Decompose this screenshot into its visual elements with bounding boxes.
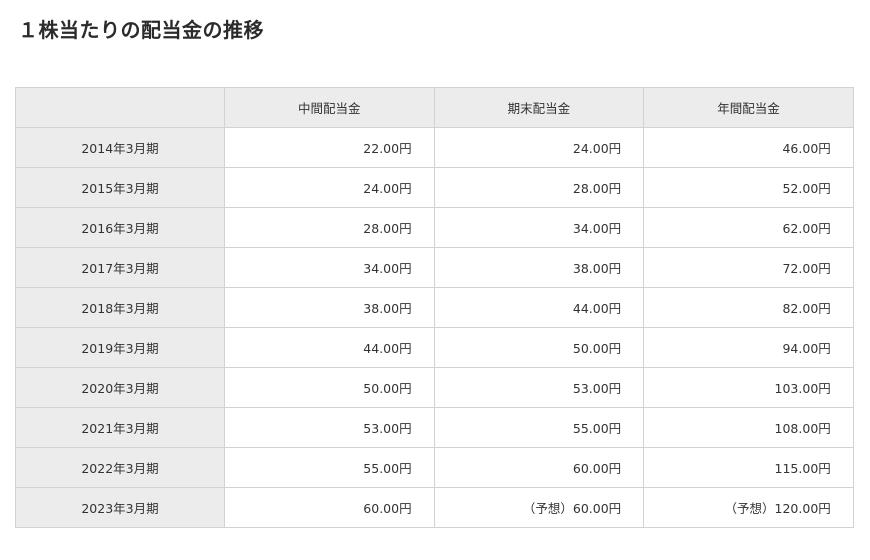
year-end-cell: 34.00円 xyxy=(433,207,645,248)
period-cell: 2019年3月期 xyxy=(15,327,225,368)
interim-cell: 24.00円 xyxy=(224,167,435,208)
period-cell: 2023年3月期 xyxy=(15,487,225,528)
year-end-cell: 50.00円 xyxy=(433,327,645,368)
period-cell: 2014年3月期 xyxy=(15,127,225,168)
table-row: 2023年3月期 60.00円 （予想）60.00円 （予想）120.00円 xyxy=(15,487,854,528)
table-row: 2018年3月期 38.00円 44.00円 82.00円 xyxy=(15,287,854,328)
year-end-cell: 44.00円 xyxy=(433,287,645,328)
annual-cell: 108.00円 xyxy=(643,407,854,448)
interim-cell: 34.00円 xyxy=(224,247,435,288)
period-cell: 2017年3月期 xyxy=(15,247,225,288)
interim-cell: 38.00円 xyxy=(224,287,435,328)
year-end-cell: 53.00円 xyxy=(433,367,645,408)
interim-cell: 53.00円 xyxy=(224,407,435,448)
period-cell: 2015年3月期 xyxy=(15,167,225,208)
table-header-row: 中間配当金 期末配当金 年間配当金 xyxy=(15,87,854,128)
annual-cell: 94.00円 xyxy=(643,327,854,368)
annual-cell: 103.00円 xyxy=(643,367,854,408)
period-cell: 2022年3月期 xyxy=(15,447,225,488)
year-end-cell: 24.00円 xyxy=(433,127,645,168)
table-row: 2019年3月期 44.00円 50.00円 94.00円 xyxy=(15,327,854,368)
interim-cell: 50.00円 xyxy=(224,367,435,408)
period-cell: 2018年3月期 xyxy=(15,287,225,328)
year-end-cell: 55.00円 xyxy=(433,407,645,448)
table-row: 2022年3月期 55.00円 60.00円 115.00円 xyxy=(15,447,854,488)
period-cell: 2021年3月期 xyxy=(15,407,225,448)
year-end-cell: （予想）60.00円 xyxy=(433,487,645,528)
header-period xyxy=(15,87,225,128)
interim-cell: 55.00円 xyxy=(224,447,435,488)
interim-cell: 44.00円 xyxy=(224,327,435,368)
header-interim-dividend: 中間配当金 xyxy=(224,87,435,128)
table-row: 2021年3月期 53.00円 55.00円 108.00円 xyxy=(15,407,854,448)
table-row: 2014年3月期 22.00円 24.00円 46.00円 xyxy=(15,127,854,168)
period-cell: 2020年3月期 xyxy=(15,367,225,408)
header-year-end-dividend: 期末配当金 xyxy=(433,87,645,128)
annual-cell: （予想）120.00円 xyxy=(643,487,854,528)
annual-cell: 46.00円 xyxy=(643,127,854,168)
year-end-cell: 60.00円 xyxy=(433,447,645,488)
dividend-table: 中間配当金 期末配当金 年間配当金 2014年3月期 22.00円 24.00円… xyxy=(15,87,854,528)
annual-cell: 62.00円 xyxy=(643,207,854,248)
table-row: 2020年3月期 50.00円 53.00円 103.00円 xyxy=(15,367,854,408)
interim-cell: 60.00円 xyxy=(224,487,435,528)
table-row: 2015年3月期 24.00円 28.00円 52.00円 xyxy=(15,167,854,208)
header-annual-dividend: 年間配当金 xyxy=(643,87,854,128)
interim-cell: 22.00円 xyxy=(224,127,435,168)
annual-cell: 72.00円 xyxy=(643,247,854,288)
page-title: １株当たりの配当金の推移 xyxy=(18,18,264,42)
annual-cell: 115.00円 xyxy=(643,447,854,488)
annual-cell: 52.00円 xyxy=(643,167,854,208)
annual-cell: 82.00円 xyxy=(643,287,854,328)
year-end-cell: 28.00円 xyxy=(433,167,645,208)
period-cell: 2016年3月期 xyxy=(15,207,225,248)
table-row: 2017年3月期 34.00円 38.00円 72.00円 xyxy=(15,247,854,288)
year-end-cell: 38.00円 xyxy=(433,247,645,288)
interim-cell: 28.00円 xyxy=(224,207,435,248)
table-row: 2016年3月期 28.00円 34.00円 62.00円 xyxy=(15,207,854,248)
